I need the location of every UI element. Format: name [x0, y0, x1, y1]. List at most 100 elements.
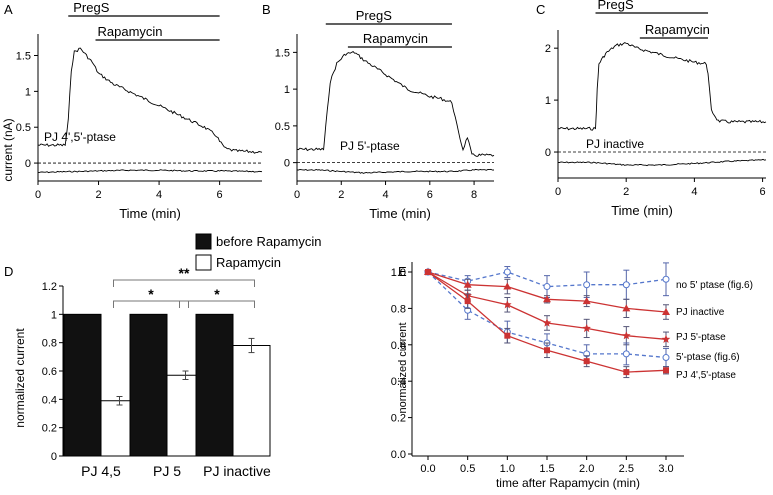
- panel-b: 0 0.5 1 1.5 0 2 4 6 8 PregS Rapamycin PJ 5'-ptase: [275, 8, 495, 201]
- x-tick-label: 4: [691, 186, 697, 198]
- data-point: [663, 367, 669, 374]
- y-tick-label: 0: [545, 147, 551, 159]
- x-tick-label: 2: [623, 186, 629, 198]
- y-tick-label: 0: [51, 451, 57, 463]
- application-bar-label: PregS: [356, 8, 392, 23]
- application-bar-label: Rapamycin: [98, 24, 163, 39]
- data-point: [622, 304, 631, 312]
- significance-label: **: [179, 265, 190, 281]
- y-tick-label: 0.8: [391, 303, 406, 315]
- baseline-trace: [297, 168, 495, 174]
- data-point: [662, 308, 670, 316]
- data-point: [582, 297, 591, 305]
- y-tick-label: 0.2: [42, 423, 57, 435]
- x-tick-label: 0.5: [460, 463, 475, 475]
- panel-letter-d: D: [4, 264, 13, 279]
- y-tick-label: 0.5: [275, 121, 290, 133]
- baseline-trace: [557, 158, 767, 167]
- x-tick-label: 6: [760, 186, 766, 198]
- data-point: [622, 331, 631, 340]
- category-label: PJ 5: [153, 463, 181, 479]
- data-point: [425, 269, 431, 275]
- data-point: [543, 283, 551, 291]
- current-trace: [37, 47, 263, 154]
- trace-label: PJ 4',5'-ptase: [44, 130, 116, 144]
- panel-a-ylabel: current (nA): [1, 118, 15, 181]
- panel-d-ylabel: normalized current: [13, 328, 27, 428]
- trace-label: PJ 5'-ptase: [340, 139, 400, 153]
- bar-rapamycin: [232, 345, 271, 457]
- application-bar-label: PregS: [73, 0, 109, 15]
- x-tick-label: 2.0: [579, 463, 594, 475]
- data-point: [662, 275, 670, 283]
- x-tick-label: 6: [427, 189, 433, 201]
- bar-before: [129, 313, 168, 457]
- y-tick-label: 0.6: [42, 366, 57, 378]
- legend-label: Rapamycin: [216, 255, 281, 270]
- significance-label: *: [148, 286, 154, 302]
- panel-letter-c: C: [536, 2, 545, 17]
- significance-label: *: [214, 286, 220, 302]
- data-point: [661, 334, 671, 343]
- y-tick-label: 2: [545, 43, 551, 55]
- bar-before: [63, 313, 102, 457]
- data-point: [463, 280, 472, 288]
- panel-letter-b: B: [262, 2, 271, 17]
- x-tick-label: 2: [95, 189, 101, 201]
- data-point: [503, 268, 511, 276]
- legend-label: before Rapamycin: [216, 234, 322, 249]
- x-tick-label: 4: [382, 189, 388, 201]
- x-tick-label: 6: [217, 189, 223, 201]
- current-trace: [557, 42, 767, 131]
- x-tick-label: 2.5: [619, 463, 634, 475]
- application-bar-label: PregS: [598, 0, 634, 12]
- data-point: [662, 354, 670, 362]
- x-tick-label: 1.0: [500, 463, 515, 475]
- bar-before: [195, 313, 234, 457]
- x-tick-label: 3.0: [658, 463, 673, 475]
- y-tick-label: 1: [284, 84, 290, 96]
- y-tick-label: 0.8: [42, 338, 57, 350]
- baseline-trace: [38, 169, 263, 174]
- data-point: [542, 318, 552, 327]
- x-tick-label: 0: [555, 186, 561, 198]
- panel-c: 0 1 2 0 2 4 6 PregS Rapamycin PJ inactive: [545, 0, 767, 198]
- panel-a: 0 0.5 1 1.5 0 2 4 6 PregS Rapamycin PJ 4',5'-ptase: [16, 0, 263, 201]
- y-tick-label: 0.5: [16, 122, 31, 134]
- data-point: [622, 350, 630, 358]
- series-label: no 5' ptase (fig.6): [676, 280, 753, 291]
- application-bar-label: Rapamycin: [363, 31, 428, 46]
- trace-label: PJ inactive: [586, 137, 644, 151]
- y-tick-label: 1: [25, 86, 31, 98]
- x-tick-label: 0: [35, 189, 41, 201]
- category-label: PJ inactive: [203, 463, 271, 479]
- significance-bracket: [113, 300, 189, 308]
- significance-bracket: [179, 300, 255, 308]
- x-tick-label: 0.0: [420, 463, 435, 475]
- data-point: [623, 369, 630, 376]
- y-tick-label: 1.5: [16, 51, 31, 63]
- y-tick-label: 0.2: [391, 413, 406, 425]
- legend-swatch: [195, 233, 212, 250]
- series-label: PJ 5'-ptase: [676, 332, 726, 343]
- x-tick-label: 8: [471, 189, 477, 201]
- series-label: PJ inactive: [676, 307, 725, 318]
- y-tick-label: 1.0: [391, 267, 406, 279]
- panel-e: 0.0 0.2 0.4 0.6 0.8 1.0 0.0 0.5 1.0 1.5 2.0 2.5 3.0 n…: [391, 262, 753, 475]
- x-tick-label: 4: [156, 189, 162, 201]
- data-point: [503, 282, 512, 290]
- y-tick-label: 0.4: [391, 376, 406, 388]
- y-tick-label: 0: [25, 158, 31, 170]
- data-point: [582, 323, 591, 333]
- current-trace: [296, 51, 495, 157]
- legend-swatch: [195, 254, 212, 271]
- data-point: [544, 347, 550, 354]
- data-point: [503, 300, 512, 309]
- data-point: [583, 281, 591, 289]
- y-tick-label: 1: [545, 95, 551, 107]
- x-tick-label: 2: [338, 189, 344, 201]
- y-tick-label: 0.6: [391, 340, 406, 352]
- application-bar-label: Rapamycin: [645, 22, 710, 37]
- category-label: PJ 4,5: [81, 463, 121, 479]
- y-tick-label: 1.2: [42, 281, 57, 293]
